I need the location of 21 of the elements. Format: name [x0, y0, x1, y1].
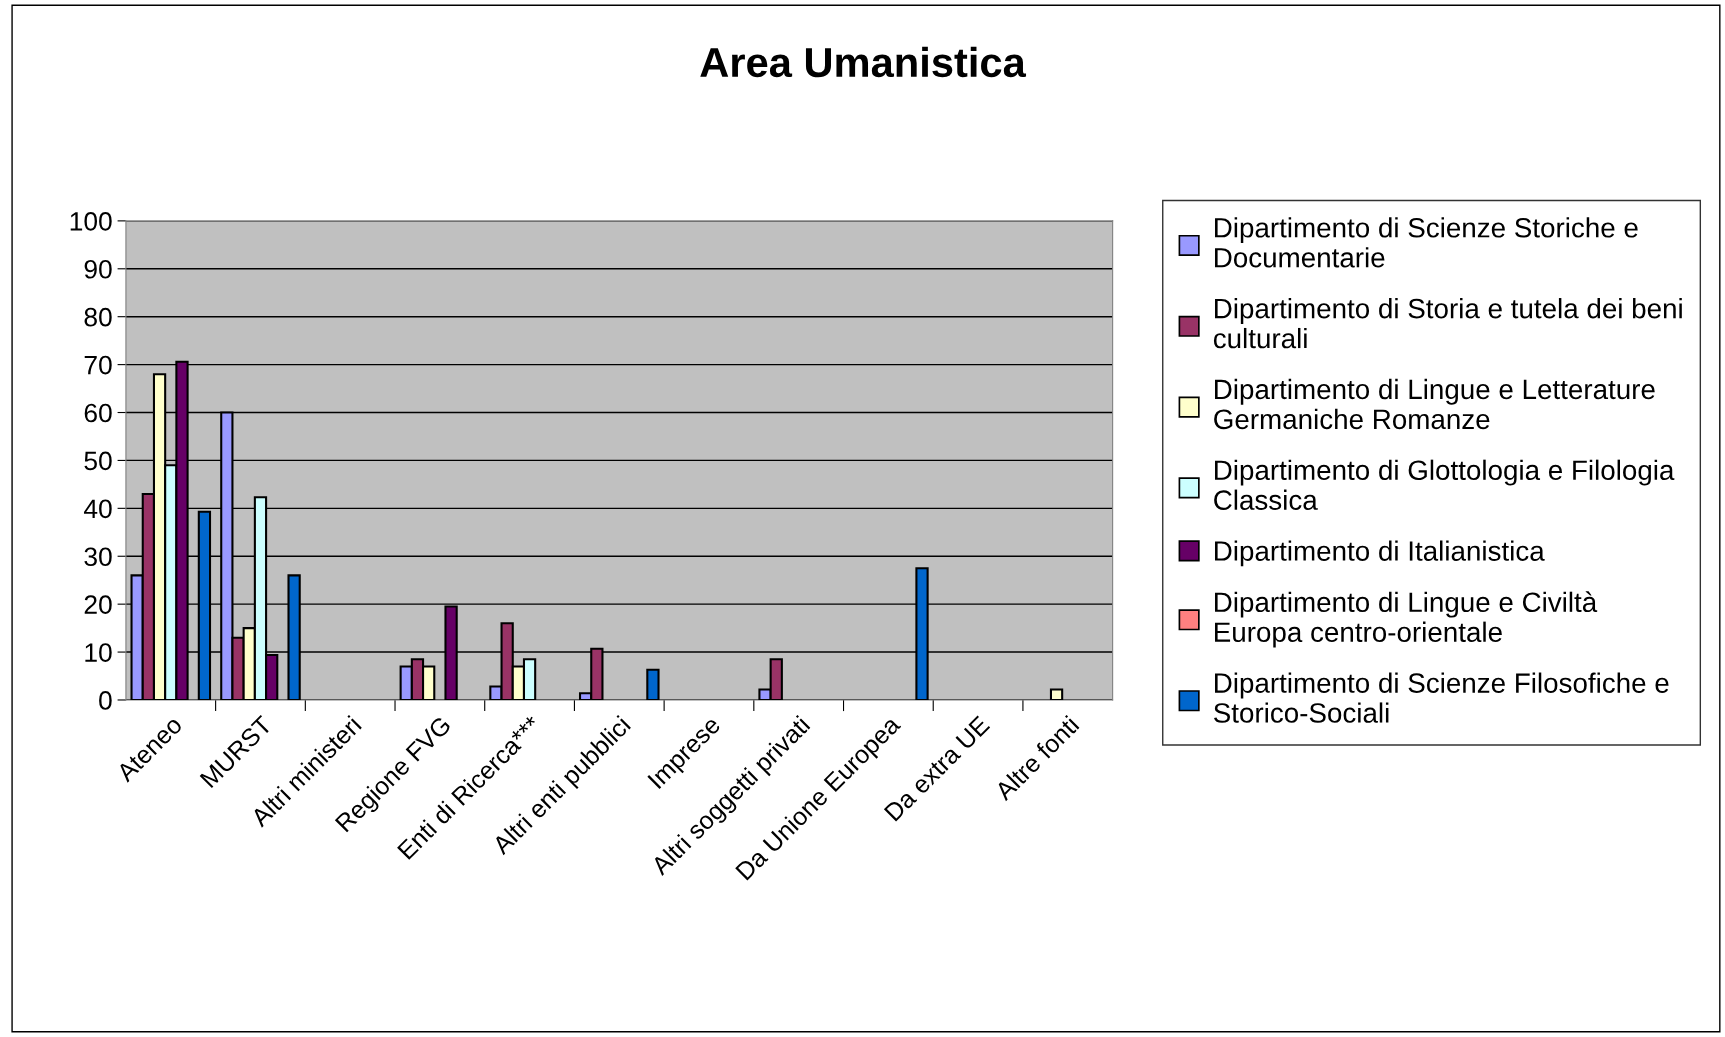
chart-title: Area Umanistica	[700, 46, 1027, 78]
legend-label: Dipartimento di Scienze Storiche e Documentarie	[1215, 217, 1638, 268]
y-tick-label: 20	[84, 595, 112, 614]
legend-label: Dipartimento di Lingue e Civiltà Europa centro-orientale	[1215, 591, 1598, 648]
y-tick-label: 40	[83, 499, 112, 519]
y-tick-label: 70	[84, 355, 112, 375]
y-tick-label: 10	[85, 643, 112, 662]
y-tick-label: 80	[84, 307, 112, 327]
y-tick-label: 30	[84, 547, 112, 567]
y-tick-label: 100	[70, 212, 112, 231]
bar	[1049, 688, 1064, 700]
legend-label: Dipartimento di Storia e tutela dei beni culturali	[1213, 298, 1682, 349]
y-tick-label: 90	[84, 259, 112, 279]
legend-label: Dipartimento di Glottologia e Filologia Classica	[1214, 459, 1675, 510]
y-tick-label: 0	[99, 691, 112, 710]
y-tick-label: 50	[84, 451, 112, 471]
y-tick-label: 60	[84, 403, 112, 423]
legend-label: Dipartimento di Lingue e Letterature Germaniche Romanze	[1214, 378, 1655, 430]
legend-label: Dipartimento di Scienze Filosofiche e Storico-Sociali	[1214, 672, 1669, 723]
bar	[646, 668, 660, 700]
legend-label: Dipartimento di Italianistica	[1215, 540, 1545, 567]
